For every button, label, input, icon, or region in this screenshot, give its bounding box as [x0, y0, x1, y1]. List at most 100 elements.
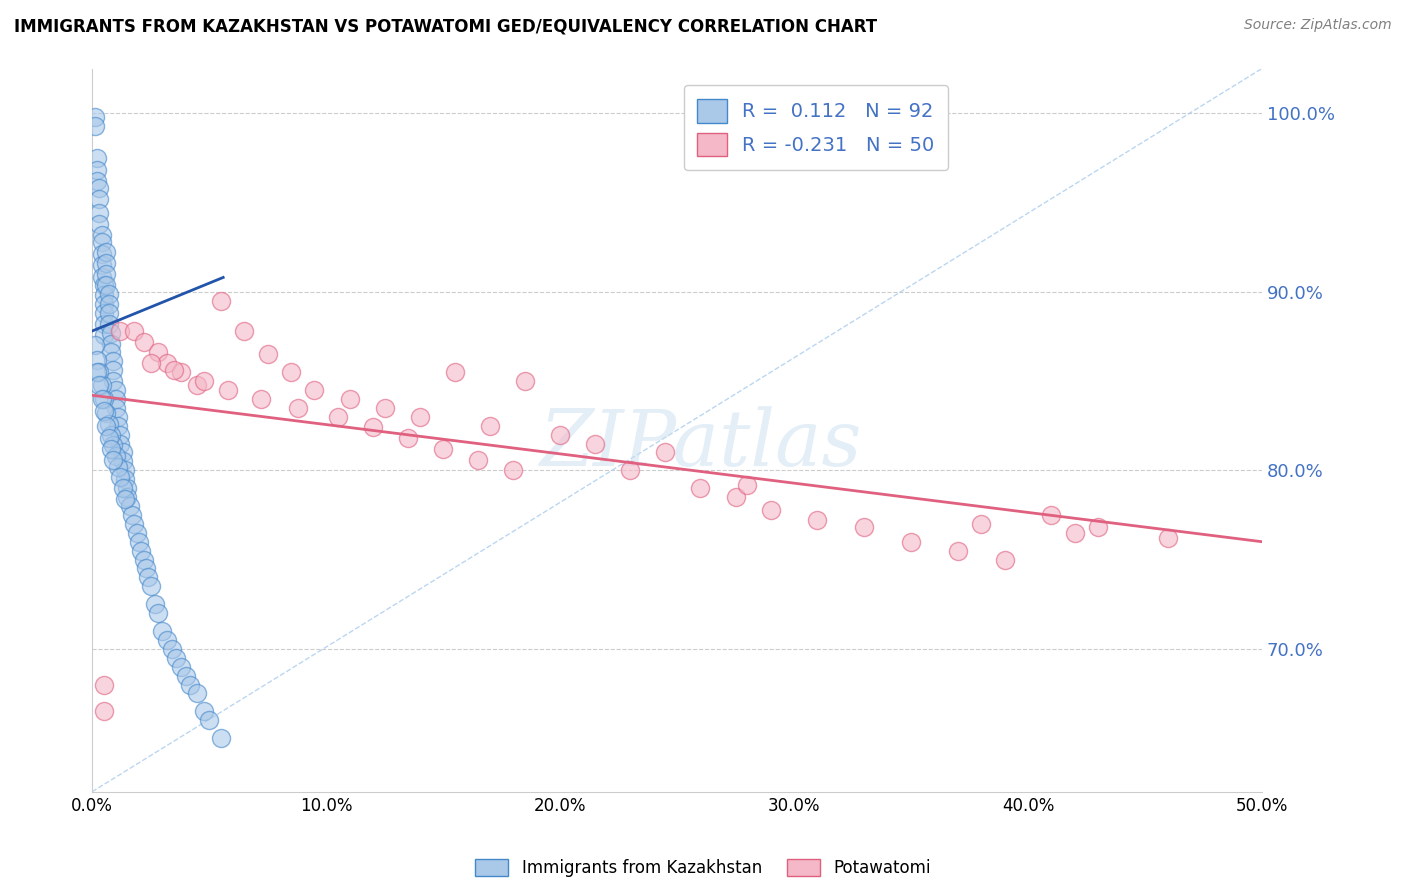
Point — [89, 217, 111, 231]
Point — [409, 409, 432, 424]
Point — [93, 704, 115, 718]
Point — [118, 499, 141, 513]
Point — [193, 374, 215, 388]
Point — [209, 731, 232, 746]
Point — [86, 174, 108, 188]
Point — [100, 336, 122, 351]
Point — [89, 192, 111, 206]
Point — [93, 677, 115, 691]
Point — [96, 406, 118, 420]
Point — [170, 659, 193, 673]
Point — [970, 516, 993, 531]
Point — [946, 543, 969, 558]
Point — [136, 570, 159, 584]
Point — [89, 181, 111, 195]
Point — [139, 579, 162, 593]
Text: ZIPatlas: ZIPatlas — [540, 407, 862, 483]
Point — [90, 247, 112, 261]
Point — [139, 356, 162, 370]
Point — [132, 552, 155, 566]
Point — [100, 442, 122, 456]
Point — [193, 704, 215, 718]
Point — [170, 365, 193, 379]
Point — [103, 438, 125, 452]
Point — [90, 258, 112, 272]
Point — [103, 354, 125, 368]
Legend: Immigrants from Kazakhstan, Potawatomi: Immigrants from Kazakhstan, Potawatomi — [468, 852, 938, 884]
Point — [104, 401, 127, 415]
Point — [110, 470, 132, 484]
Point — [478, 418, 501, 433]
Point — [110, 436, 132, 450]
Point — [256, 347, 278, 361]
Point — [339, 392, 361, 406]
Point — [583, 436, 606, 450]
Point — [150, 624, 173, 638]
Point — [111, 454, 134, 468]
Point — [96, 267, 118, 281]
Point — [90, 270, 112, 285]
Point — [374, 401, 396, 415]
Point — [90, 235, 112, 249]
Point — [97, 306, 120, 320]
Point — [443, 365, 465, 379]
Point — [163, 363, 186, 377]
Point — [93, 297, 115, 311]
Point — [97, 317, 120, 331]
Point — [396, 431, 419, 445]
Point — [993, 552, 1015, 566]
Point — [146, 606, 169, 620]
Point — [759, 502, 782, 516]
Point — [156, 632, 179, 647]
Point — [100, 326, 122, 340]
Point — [100, 345, 122, 359]
Text: IMMIGRANTS FROM KAZAKHSTAN VS POTAWATOMI GED/EQUIVALENCY CORRELATION CHART: IMMIGRANTS FROM KAZAKHSTAN VS POTAWATOMI… — [14, 18, 877, 36]
Point — [97, 286, 120, 301]
Point — [548, 427, 571, 442]
Point — [86, 163, 108, 178]
Point — [93, 277, 115, 292]
Point — [654, 445, 676, 459]
Point — [110, 324, 132, 338]
Point — [689, 481, 711, 495]
Point — [100, 427, 122, 442]
Point — [103, 452, 125, 467]
Point — [90, 377, 112, 392]
Point — [93, 392, 115, 406]
Point — [165, 650, 187, 665]
Point — [93, 317, 115, 331]
Point — [111, 481, 134, 495]
Point — [1157, 531, 1180, 545]
Point — [1087, 520, 1109, 534]
Point — [186, 686, 208, 700]
Point — [160, 641, 183, 656]
Point — [900, 534, 922, 549]
Point — [287, 401, 309, 415]
Point — [90, 227, 112, 242]
Point — [186, 377, 208, 392]
Point — [619, 463, 641, 477]
Point — [93, 288, 115, 302]
Point — [135, 561, 157, 575]
Point — [361, 420, 384, 434]
Point — [96, 277, 118, 292]
Point — [179, 677, 201, 691]
Point — [97, 297, 120, 311]
Point — [128, 534, 150, 549]
Legend: R =  0.112   N = 92, R = -0.231   N = 50: R = 0.112 N = 92, R = -0.231 N = 50 — [683, 86, 948, 169]
Point — [174, 668, 197, 682]
Point — [107, 418, 129, 433]
Point — [83, 110, 105, 124]
Text: Source: ZipAtlas.com: Source: ZipAtlas.com — [1244, 18, 1392, 32]
Point — [143, 597, 166, 611]
Point — [107, 459, 129, 474]
Point — [97, 417, 120, 431]
Point — [114, 491, 136, 506]
Point — [89, 365, 111, 379]
Point — [93, 306, 115, 320]
Point — [432, 442, 454, 456]
Point — [110, 427, 132, 442]
Point — [209, 293, 232, 308]
Point — [198, 713, 221, 727]
Point — [117, 490, 139, 504]
